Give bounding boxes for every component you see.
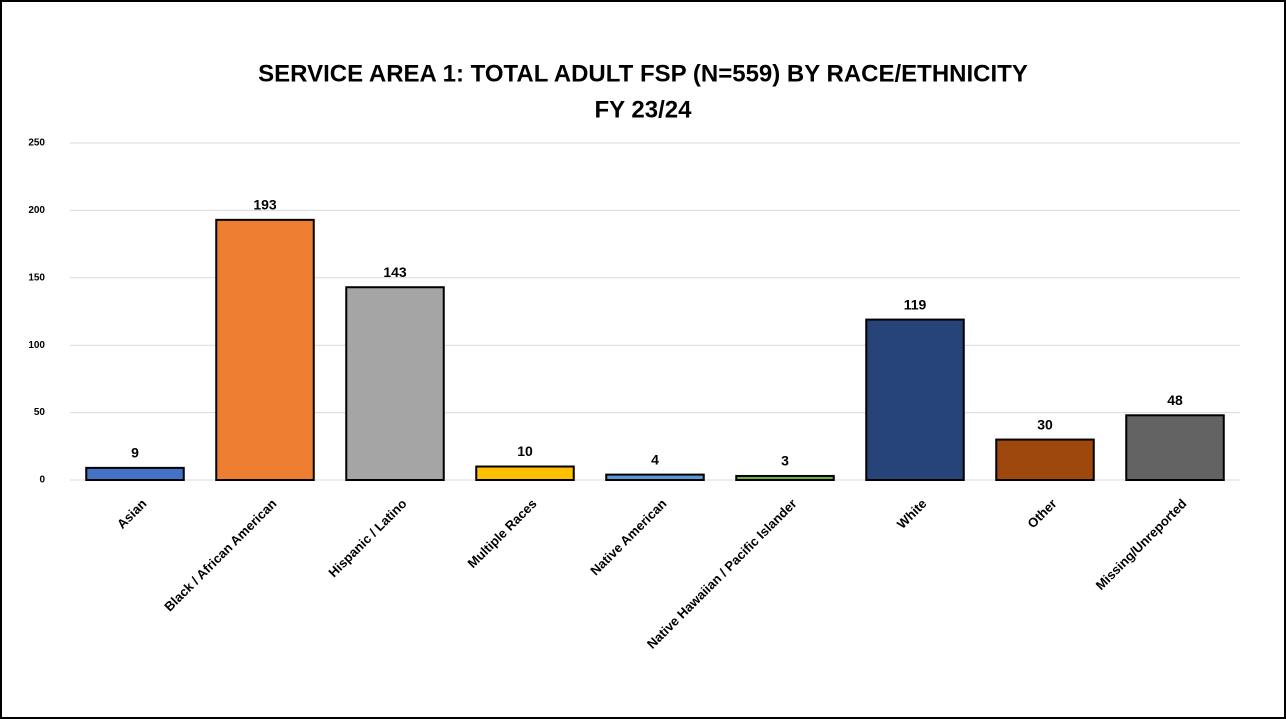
chart-title: SERVICE AREA 1: TOTAL ADULT FSP (N=559) …: [258, 60, 1028, 87]
value-label: 119: [904, 296, 927, 312]
value-label: 3: [781, 453, 789, 469]
y-tick-label: 250: [28, 138, 45, 149]
y-tick-label: 0: [39, 475, 45, 486]
value-label: 143: [383, 264, 407, 280]
y-tick-label: 50: [34, 407, 46, 418]
value-label: 193: [253, 197, 277, 213]
value-label: 9: [131, 445, 139, 461]
value-label: 4: [651, 451, 659, 467]
bar: [345, 286, 445, 481]
bar: [865, 318, 965, 482]
y-tick-label: 200: [28, 205, 45, 216]
bar: [85, 466, 185, 482]
y-tick-label: 150: [28, 272, 45, 283]
value-label: 48: [1167, 392, 1183, 408]
bar: [215, 218, 315, 481]
value-label: 30: [1037, 416, 1053, 432]
bar: [605, 473, 705, 482]
chart-subtitle: FY 23/24: [595, 96, 693, 123]
bar: [1125, 414, 1225, 481]
value-label: 10: [517, 443, 533, 459]
bar: [995, 438, 1095, 481]
bar: [735, 474, 835, 481]
bar: [475, 465, 575, 481]
y-tick-label: 100: [28, 340, 45, 351]
